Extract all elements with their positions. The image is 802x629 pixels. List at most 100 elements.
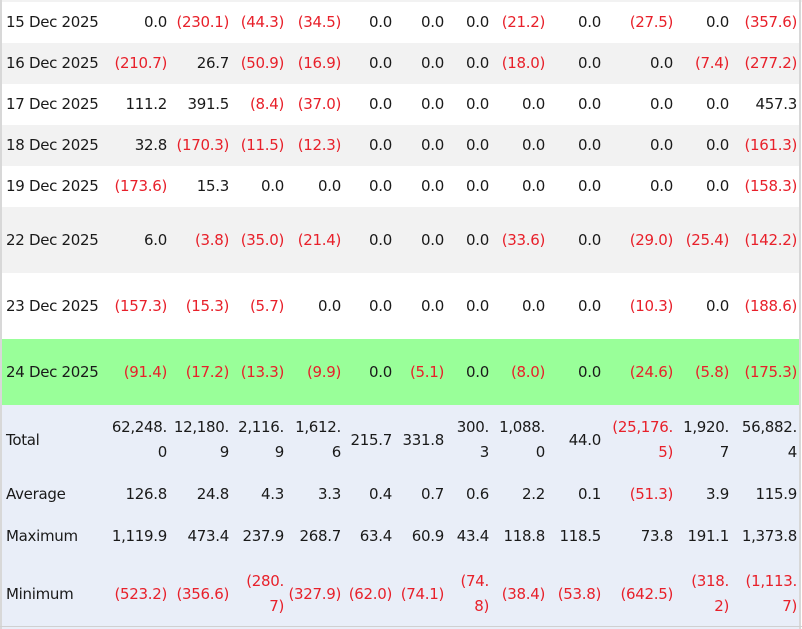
summary-cell: 1,612.6 [295, 418, 341, 461]
table-cell: 0.0 [578, 362, 601, 381]
table-cell: (11.5) [240, 136, 285, 154]
summary-cell: 44.0 [568, 430, 602, 449]
table-cell: (21.2) [501, 13, 546, 31]
summary-cell: (1,113.7) [745, 572, 798, 615]
row-date: 24 Dec 2025 [6, 362, 99, 381]
summary-cell: (523.2) [114, 584, 167, 603]
table-cell: (357.6) [744, 13, 797, 31]
summary-cell: 215.7 [350, 430, 393, 449]
summary-cell: 24.8 [196, 484, 230, 503]
summary-cell: (318.2) [691, 572, 729, 615]
table-cell: 0.0 [369, 177, 392, 195]
summary-cell: 2.2 [522, 484, 545, 503]
table-cell: 32.8 [134, 136, 168, 154]
table-cell: 0.0 [369, 230, 392, 249]
summary-row-total: Total 62,248.0 12,180.9 2,116.9 1,612.6 215.7… [2, 405, 799, 475]
table-cell: (15.3) [185, 296, 230, 315]
table-cell: 457.3 [755, 95, 798, 113]
table-cell: (5.1) [409, 362, 444, 381]
table-cell: 6.0 [144, 230, 167, 249]
summary-cell: (38.4) [501, 584, 546, 603]
table-cell: (50.9) [240, 54, 285, 72]
header-edge [0, 0, 802, 2]
summary-cell: 43.4 [456, 526, 490, 545]
table-cell: (91.4) [123, 362, 168, 381]
table-cell: (277.2) [744, 54, 797, 72]
table-cell: (16.9) [297, 54, 342, 72]
table-cell: 111.2 [125, 95, 168, 113]
summary-cell: 56,882.4 [741, 418, 797, 461]
summary-cell: (327.9) [288, 584, 341, 603]
table-cell: (157.3) [114, 296, 167, 315]
table-cell: (5.8) [694, 362, 729, 381]
table-cell: 391.5 [187, 95, 230, 113]
summary-cell: 73.8 [640, 526, 674, 545]
summary-cell: 1,920.7 [683, 418, 729, 461]
table-cell: 0.0 [706, 95, 729, 113]
table-cell: 0.0 [466, 177, 489, 195]
table-cell: 0.0 [578, 54, 601, 72]
summary-cell: (74.1) [400, 584, 445, 603]
table-cell: 0.0 [466, 95, 489, 113]
table-cell: (173.6) [114, 177, 167, 195]
table-cell: (35.0) [240, 230, 285, 249]
table-cell: 0.0 [650, 136, 673, 154]
table-row[interactable]: 15 Dec 2025 0.0 (230.1) (44.3) (34.5) 0.0 0.0 0… [2, 2, 799, 43]
table-bottom-border [0, 626, 802, 627]
table-cell: (8.4) [249, 95, 284, 113]
table-cell: 0.0 [578, 296, 601, 315]
table-cell: 0.0 [466, 230, 489, 249]
table-cell: 0.0 [706, 136, 729, 154]
summary-label: Total [6, 430, 40, 449]
table-row[interactable]: 22 Dec 2025 6.0 (3.8) (35.0) (21.4) 0.0 0.0 0.0… [2, 207, 799, 273]
table-cell: (18.0) [501, 54, 546, 72]
table-cell: (5.7) [249, 296, 284, 315]
table-cell: 0.0 [578, 13, 601, 31]
summary-cell: (74.8) [460, 572, 489, 615]
summary-cell: 62,248.0 [111, 418, 167, 461]
summary-cell: 300.3 [456, 418, 490, 461]
table-row[interactable]: 18 Dec 2025 32.8 (170.3) (11.5) (12.3) 0.0 0.0… [2, 125, 799, 166]
table-cell: 0.0 [706, 13, 729, 31]
table-cell: (44.3) [240, 13, 285, 31]
table-row[interactable]: 23 Dec 2025 (157.3) (15.3) (5.7) 0.0 0.0 0.0 0.… [2, 273, 799, 339]
table-cell: 0.0 [318, 296, 341, 315]
table-row-highlighted[interactable]: 24 Dec 2025 (91.4) (17.2) (13.3) (9.9) 0.0 (5.… [2, 339, 799, 405]
summary-row-minimum: Minimum (523.2) (356.6) (280.7) (327.9) (62.0… [2, 559, 799, 629]
summary-cell: 0.1 [578, 484, 601, 503]
table-row[interactable]: 17 Dec 2025 111.2 391.5 (8.4) (37.0) 0.0 0.0 0.… [2, 84, 799, 125]
table-cell: 0.0 [318, 177, 341, 195]
row-date: 23 Dec 2025 [6, 296, 99, 315]
table-cell: 0.0 [522, 136, 545, 154]
row-date: 19 Dec 2025 [6, 177, 99, 195]
table-cell: 0.0 [466, 54, 489, 72]
table-cell: (3.8) [194, 230, 229, 249]
table-cell: (170.3) [176, 136, 229, 154]
table-row[interactable]: 19 Dec 2025 (173.6) 15.3 0.0 0.0 0.0 0.0 0.0 0.0… [2, 166, 799, 207]
table-cell: 0.0 [706, 296, 729, 315]
table-cell: 0.0 [578, 136, 601, 154]
summary-cell: 1,119.9 [111, 526, 167, 545]
summary-cell: (53.8) [557, 584, 602, 603]
table-cell: (161.3) [744, 136, 797, 154]
table-cell: 0.0 [369, 362, 392, 381]
summary-cell: 60.9 [411, 526, 445, 545]
summary-cell: (25,176.5) [612, 418, 673, 461]
table-cell: (188.6) [744, 296, 797, 315]
table-right-border [799, 0, 801, 629]
table-cell: (27.5) [629, 13, 674, 31]
table-cell: 0.0 [421, 95, 444, 113]
table-cell: 0.0 [421, 177, 444, 195]
summary-cell: 118.5 [559, 526, 602, 545]
table-row[interactable]: 16 Dec 2025 (210.7) 26.7 (50.9) (16.9) 0.0 0.0… [2, 43, 799, 84]
summary-row-maximum: Maximum 1,119.9 473.4 237.9 268.7 63.4 60.9 43.… [2, 513, 799, 559]
summary-cell: 0.6 [466, 484, 489, 503]
summary-cell: 1,373.8 [741, 526, 797, 545]
table-cell: 0.0 [578, 177, 601, 195]
table-cell: 0.0 [522, 296, 545, 315]
table-cell: (29.0) [629, 230, 674, 249]
summary-cell: 191.1 [687, 526, 730, 545]
table-cell: 0.0 [369, 296, 392, 315]
table-cell: 0.0 [421, 230, 444, 249]
